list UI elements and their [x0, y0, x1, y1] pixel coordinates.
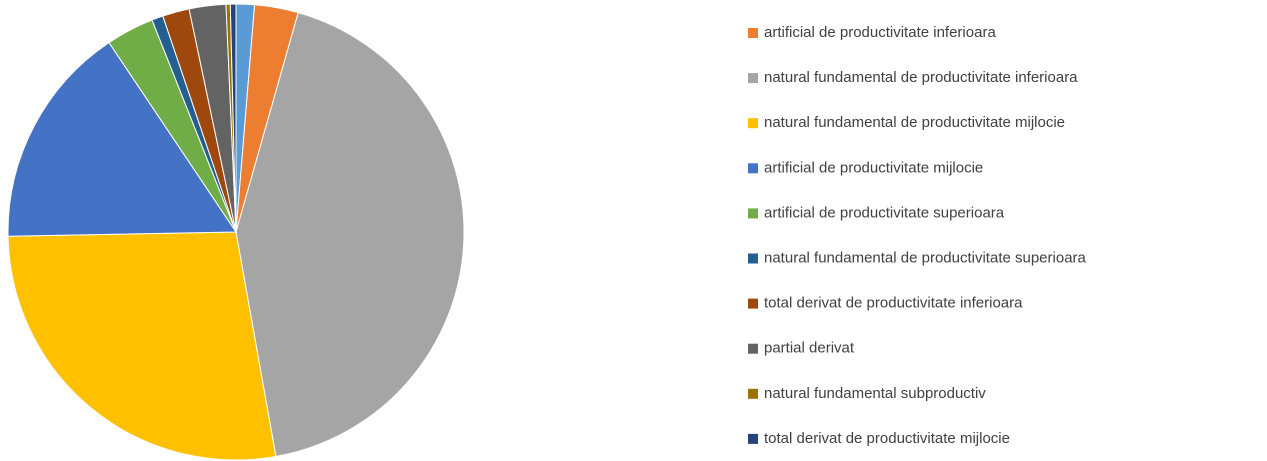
legend-swatch [748, 28, 758, 38]
pie-slice [235, 12, 465, 458]
legend-swatch [748, 118, 758, 129]
legend-swatch [748, 388, 758, 399]
legend-swatch [748, 343, 758, 354]
legend-swatch [748, 163, 758, 174]
legend-swatch [748, 208, 758, 219]
legend-label: total derivat de productivitate inferioa… [764, 295, 1023, 312]
legend-swatch [748, 73, 758, 84]
pie-slice [7, 41, 237, 237]
legend-label: artificial de productivitate inferioara [764, 24, 996, 41]
legend-label: natural fundamental de productivitate mi… [764, 114, 1065, 131]
pie-slice [7, 231, 277, 461]
legend-label: total derivat de productivitate mijlocie [764, 430, 1010, 447]
legend-swatch [748, 433, 758, 444]
legend-swatch [748, 298, 758, 309]
legend-label: natural fundamental de productivitate su… [764, 249, 1087, 266]
legend-swatch [748, 253, 758, 264]
legend-label: natural fundamental de productivitate in… [764, 69, 1078, 86]
legend-label: artificial de productivitate superioara [764, 204, 1005, 221]
legend-label: partial derivat [764, 340, 855, 357]
legend-label: natural fundamental subproductiv [764, 385, 986, 402]
pie-slice [229, 3, 237, 233]
legend-label: artificial de productivitate mijlocie [764, 159, 983, 176]
